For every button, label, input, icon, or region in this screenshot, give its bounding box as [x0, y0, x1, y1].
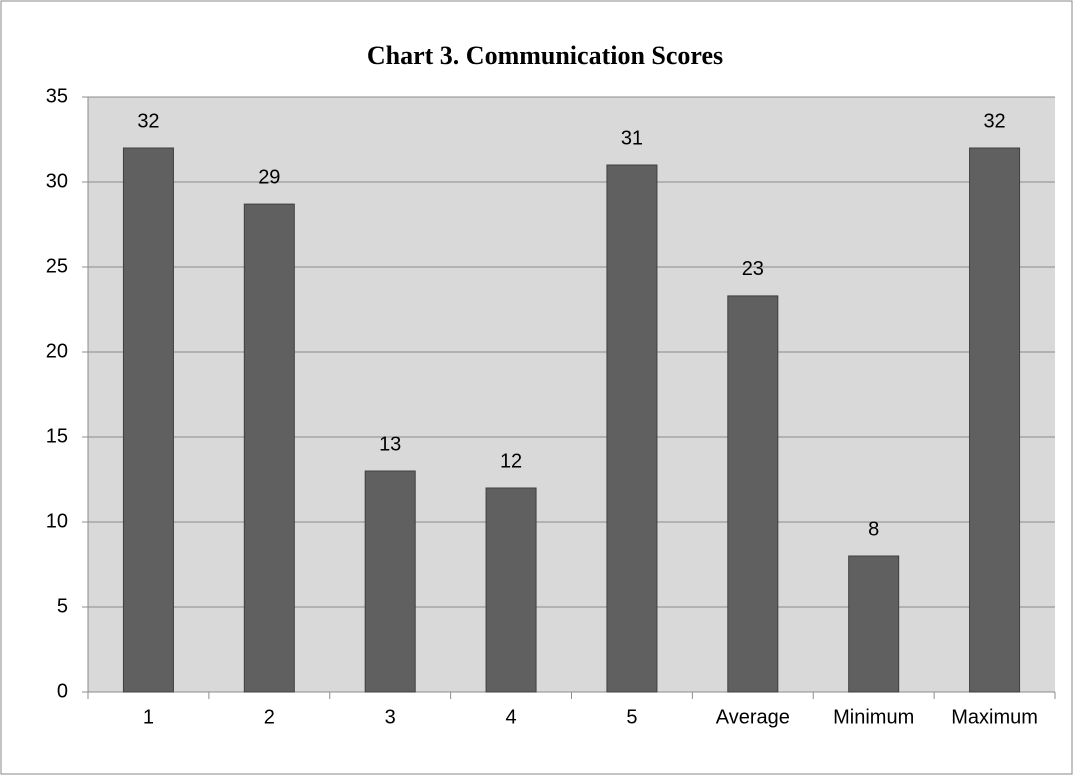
bar [727, 295, 779, 693]
data-label: 8 [868, 518, 879, 540]
y-tick-label: 20 [46, 340, 68, 362]
chart-title: Chart 3. Communication Scores [367, 41, 723, 70]
bar [485, 487, 537, 693]
data-label: 12 [500, 450, 522, 472]
data-label: 13 [379, 433, 401, 455]
bar [364, 470, 416, 693]
y-tick-label: 0 [57, 680, 68, 702]
bar [243, 203, 295, 693]
x-tick-label: 1 [143, 706, 154, 728]
bar [122, 147, 174, 693]
data-label: 29 [258, 166, 280, 188]
y-tick-label: 5 [57, 595, 68, 617]
data-label: 23 [742, 258, 764, 280]
bar [848, 555, 900, 693]
y-tick-label: 35 [46, 85, 68, 107]
bar [969, 147, 1021, 693]
y-tick-label: 25 [46, 255, 68, 277]
x-tick-label: 3 [385, 706, 396, 728]
y-tick-label: 30 [46, 170, 68, 192]
data-label: 32 [137, 110, 159, 132]
bar [606, 164, 658, 693]
y-tick-label: 15 [46, 425, 68, 447]
x-tick-label: 5 [626, 706, 637, 728]
x-tick-label: Maximum [951, 706, 1038, 728]
data-label: 31 [621, 127, 643, 149]
data-label: 32 [983, 110, 1005, 132]
y-tick-label: 10 [46, 510, 68, 532]
x-tick-label: Minimum [833, 706, 914, 728]
x-tick-label: 4 [506, 706, 517, 728]
x-tick-label: 2 [264, 706, 275, 728]
plot-area [88, 97, 1055, 692]
x-tick-label: Average [716, 706, 790, 728]
